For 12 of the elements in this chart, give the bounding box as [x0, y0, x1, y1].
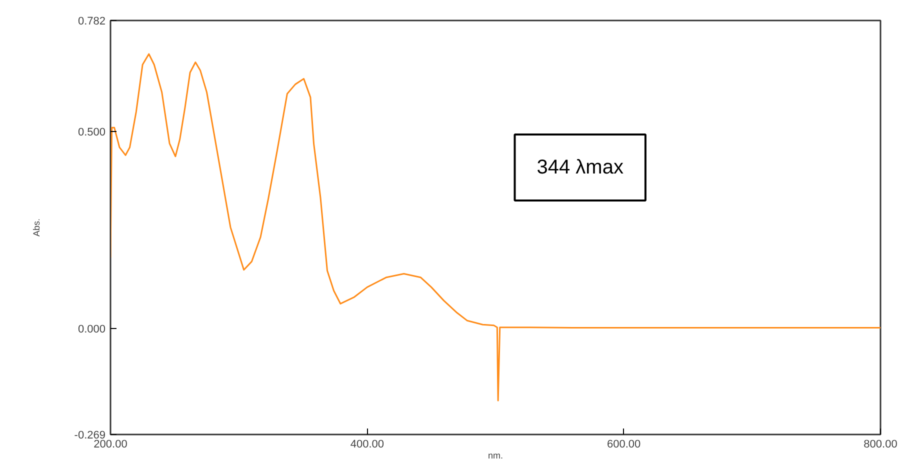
annotation: 344 λmax	[536, 156, 624, 178]
y-tick-label: 0.782	[78, 16, 106, 28]
x-axis-title: nm.	[488, 450, 504, 460]
x-tick-label: 600.00	[607, 438, 641, 450]
x-tick-label: 200.00	[94, 438, 128, 450]
y-tick-label: -0.269	[74, 430, 106, 442]
x-tick-label: 400.00	[350, 438, 384, 450]
x-tick-label: 800.00	[864, 438, 898, 450]
y-tick-label: 0.000	[78, 324, 106, 336]
y-axis-title: Abs.	[31, 218, 42, 237]
y-tick-label: 0.500	[78, 126, 106, 139]
line-series	[110, 53, 880, 402]
